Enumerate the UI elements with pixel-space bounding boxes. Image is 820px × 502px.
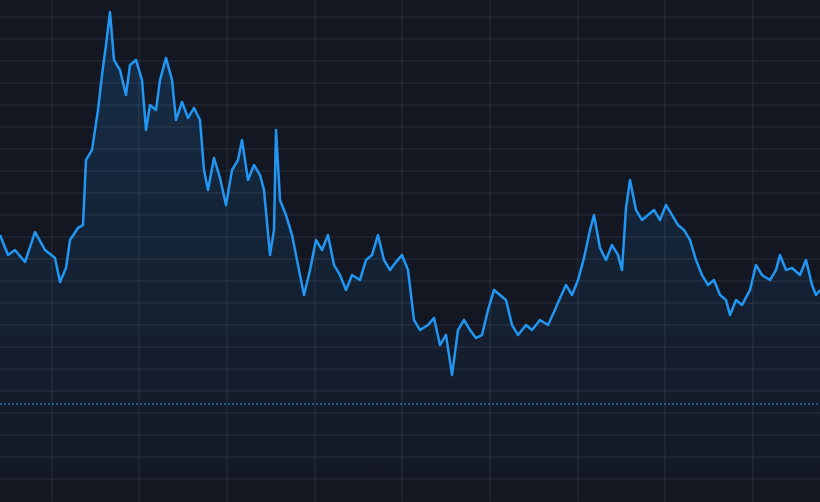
area [0, 12, 820, 502]
price-line [0, 10, 820, 377]
